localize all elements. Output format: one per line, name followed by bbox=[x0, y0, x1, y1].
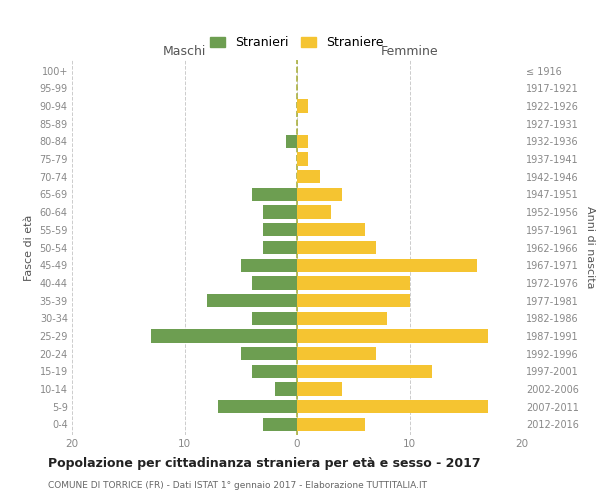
Bar bbox=[297, 276, 409, 289]
Y-axis label: Fasce di età: Fasce di età bbox=[24, 214, 34, 280]
Bar bbox=[297, 330, 488, 342]
Bar bbox=[297, 400, 488, 413]
Bar bbox=[263, 206, 297, 219]
Bar bbox=[275, 382, 297, 396]
Bar bbox=[263, 223, 297, 236]
Text: Maschi: Maschi bbox=[163, 45, 206, 58]
Bar bbox=[218, 400, 297, 413]
Bar bbox=[297, 364, 432, 378]
Bar bbox=[297, 382, 342, 396]
Bar bbox=[297, 294, 409, 307]
Bar bbox=[297, 347, 376, 360]
Text: Popolazione per cittadinanza straniera per età e sesso - 2017: Popolazione per cittadinanza straniera p… bbox=[48, 458, 481, 470]
Bar bbox=[252, 276, 297, 289]
Bar bbox=[297, 100, 308, 112]
Bar bbox=[297, 170, 320, 183]
Bar bbox=[297, 134, 308, 148]
Legend: Stranieri, Straniere: Stranieri, Straniere bbox=[206, 32, 388, 53]
Bar bbox=[297, 241, 376, 254]
Text: COMUNE DI TORRICE (FR) - Dati ISTAT 1° gennaio 2017 - Elaborazione TUTTITALIA.IT: COMUNE DI TORRICE (FR) - Dati ISTAT 1° g… bbox=[48, 481, 427, 490]
Bar bbox=[151, 330, 297, 342]
Bar bbox=[297, 418, 365, 431]
Bar bbox=[207, 294, 297, 307]
Bar bbox=[252, 364, 297, 378]
Bar bbox=[297, 223, 365, 236]
Bar bbox=[297, 258, 477, 272]
Bar bbox=[297, 312, 387, 325]
Bar bbox=[297, 152, 308, 166]
Bar bbox=[252, 188, 297, 201]
Bar bbox=[286, 134, 297, 148]
Bar bbox=[263, 241, 297, 254]
Text: Femmine: Femmine bbox=[380, 45, 439, 58]
Bar bbox=[241, 347, 297, 360]
Bar bbox=[263, 418, 297, 431]
Bar bbox=[252, 312, 297, 325]
Bar bbox=[297, 206, 331, 219]
Y-axis label: Anni di nascita: Anni di nascita bbox=[584, 206, 595, 289]
Bar bbox=[241, 258, 297, 272]
Bar bbox=[297, 188, 342, 201]
